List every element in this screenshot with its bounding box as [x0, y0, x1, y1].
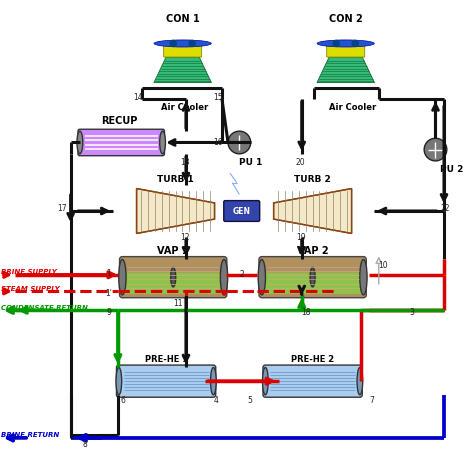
Text: CONDENSATE RETURN: CONDENSATE RETURN [0, 305, 88, 311]
Text: Air Cooler: Air Cooler [329, 102, 376, 111]
Text: 3: 3 [410, 308, 414, 317]
Text: 7: 7 [369, 395, 374, 404]
FancyBboxPatch shape [124, 273, 222, 294]
Circle shape [351, 40, 359, 47]
Text: STEAM SUPPLY: STEAM SUPPLY [0, 286, 59, 292]
Text: 10: 10 [379, 261, 388, 270]
Polygon shape [317, 57, 374, 82]
Ellipse shape [77, 131, 83, 154]
Text: 17: 17 [57, 204, 67, 213]
Text: 14: 14 [133, 93, 143, 102]
Text: VAP 2: VAP 2 [297, 246, 328, 256]
Text: 19: 19 [296, 233, 306, 241]
Text: 6: 6 [120, 395, 125, 404]
Text: PU 2: PU 2 [440, 164, 464, 173]
Ellipse shape [357, 367, 363, 395]
Polygon shape [327, 44, 365, 57]
Ellipse shape [154, 40, 211, 47]
FancyBboxPatch shape [259, 256, 366, 298]
Ellipse shape [258, 259, 265, 295]
Ellipse shape [310, 267, 315, 287]
Circle shape [188, 40, 196, 47]
Text: 8: 8 [82, 440, 87, 449]
Polygon shape [154, 57, 211, 82]
Text: GEN: GEN [233, 207, 251, 216]
Text: 16: 16 [213, 138, 223, 147]
Text: 12: 12 [180, 233, 190, 241]
Text: CON 1: CON 1 [166, 14, 200, 24]
Circle shape [228, 131, 251, 154]
Ellipse shape [360, 259, 367, 295]
Text: 4: 4 [213, 395, 218, 404]
Text: 9: 9 [106, 308, 111, 317]
Text: TURB 2: TURB 2 [294, 174, 331, 183]
Text: 22: 22 [440, 204, 450, 213]
Text: PRE-HE 1: PRE-HE 1 [145, 355, 188, 364]
Ellipse shape [210, 367, 216, 395]
FancyBboxPatch shape [224, 201, 260, 221]
Text: PU 1: PU 1 [239, 157, 263, 166]
Text: 11: 11 [173, 299, 182, 308]
Text: 1': 1' [105, 289, 112, 298]
Text: CON 2: CON 2 [329, 14, 363, 24]
Ellipse shape [160, 131, 165, 154]
Circle shape [332, 40, 340, 47]
Ellipse shape [171, 267, 176, 287]
Text: 2: 2 [239, 270, 244, 279]
Polygon shape [164, 44, 202, 57]
FancyBboxPatch shape [264, 273, 362, 294]
Circle shape [424, 138, 447, 161]
Text: PRE-HE 2: PRE-HE 2 [291, 355, 334, 364]
Ellipse shape [220, 259, 228, 295]
Text: TURB 1: TURB 1 [157, 174, 194, 183]
Circle shape [169, 40, 177, 47]
FancyBboxPatch shape [119, 256, 227, 298]
Text: RECUP: RECUP [100, 116, 137, 126]
Ellipse shape [118, 259, 126, 295]
Text: 20: 20 [296, 158, 306, 167]
FancyBboxPatch shape [117, 365, 216, 397]
Text: 1: 1 [106, 269, 111, 278]
Text: 5: 5 [248, 395, 253, 404]
FancyBboxPatch shape [263, 365, 362, 397]
Text: BRINE RETURN: BRINE RETURN [0, 432, 59, 438]
Text: 18: 18 [301, 308, 310, 317]
Text: VAP 1: VAP 1 [157, 246, 189, 256]
Ellipse shape [116, 367, 122, 395]
Polygon shape [273, 189, 352, 234]
FancyBboxPatch shape [78, 129, 164, 156]
Ellipse shape [263, 367, 268, 395]
Text: 13: 13 [180, 158, 190, 167]
Text: BRINE SUPPLY: BRINE SUPPLY [0, 269, 56, 275]
Text: Air Cooler: Air Cooler [161, 102, 209, 111]
Ellipse shape [317, 40, 374, 47]
Text: 15: 15 [213, 93, 223, 102]
Polygon shape [137, 189, 215, 234]
